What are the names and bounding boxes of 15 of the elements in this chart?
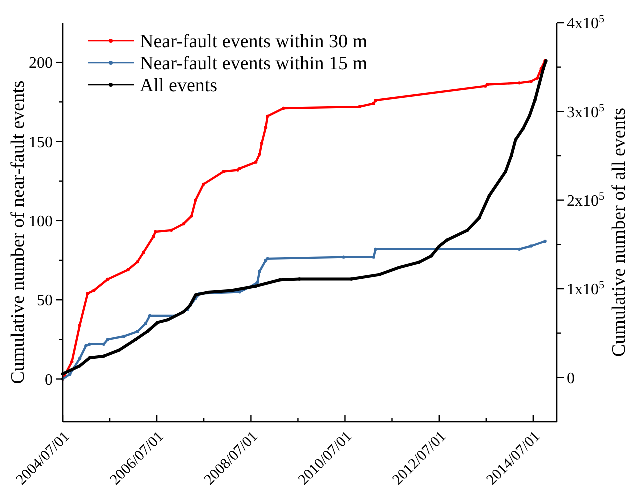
y-tick-label: 0 <box>45 372 53 389</box>
legend-label: Near-fault events within 30 m <box>140 32 368 53</box>
y2-tick-label: 1x10$^{5}$ <box>567 280 605 299</box>
y2-tick-label: 4x10$^{5}$ <box>567 14 605 33</box>
y2-tick-label: 2x10$^{5}$ <box>567 190 605 210</box>
y2-tick-label: 3x10$^{5}$ <box>567 102 605 122</box>
y-axis-title: Cumulative number of near-fault events <box>8 80 29 384</box>
y-tick-label: 100 <box>29 214 53 231</box>
y-tick-label: 50 <box>37 292 53 310</box>
legend-label: Near-fault events within 15 m <box>140 54 368 75</box>
legend-label: All events <box>140 76 218 97</box>
y-tick-label: 150 <box>29 134 53 152</box>
y2-tick-label: 0 <box>567 370 575 388</box>
y2-axis-title: Cumulative number of all events <box>609 108 630 358</box>
y-tick-label: 200 <box>29 55 53 72</box>
